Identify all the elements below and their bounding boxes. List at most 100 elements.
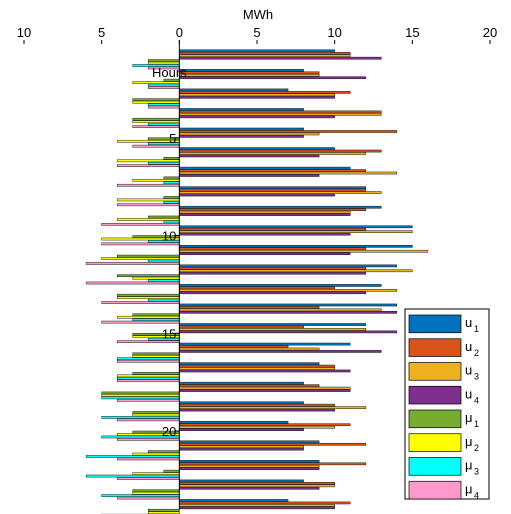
bar	[179, 286, 335, 290]
bar	[179, 350, 382, 353]
bar	[132, 98, 180, 102]
bar	[116, 218, 180, 221]
bar	[179, 95, 335, 99]
bar	[85, 455, 180, 458]
bar	[179, 347, 320, 351]
bar	[179, 330, 398, 334]
bar	[179, 110, 382, 114]
bar	[116, 418, 180, 422]
legend-label-subscript: 4	[474, 395, 479, 405]
x-axis-label: MWh	[243, 7, 273, 22]
bar	[179, 132, 320, 136]
bar	[148, 105, 180, 109]
bar	[179, 227, 366, 231]
bar	[101, 391, 180, 395]
bar	[179, 345, 289, 348]
legend-label-subscript: 2	[474, 443, 479, 453]
bar	[148, 511, 180, 514]
legend-label-subscript: 4	[474, 490, 479, 500]
bar	[179, 401, 304, 405]
bar	[179, 267, 366, 270]
bar	[163, 181, 180, 185]
bar	[163, 201, 180, 204]
bar	[179, 386, 351, 390]
bar	[132, 120, 180, 124]
x-tick-label: 15	[405, 25, 419, 40]
bar	[132, 318, 180, 321]
bar	[179, 482, 335, 485]
bar	[179, 504, 335, 507]
bar	[179, 440, 320, 444]
bar	[179, 113, 382, 116]
bar	[116, 359, 180, 363]
bar	[179, 499, 289, 502]
bar	[179, 367, 335, 370]
bar	[116, 164, 180, 168]
bar	[101, 223, 180, 226]
bar	[179, 323, 366, 326]
bar	[101, 494, 180, 497]
bar	[148, 59, 180, 62]
bar	[163, 157, 180, 160]
x-tick-label: 10	[17, 25, 31, 40]
x-tick-label: 0	[176, 25, 183, 40]
bar	[101, 416, 180, 419]
bar	[116, 376, 180, 380]
bar	[179, 210, 351, 214]
x-tick-label: 5	[253, 25, 260, 40]
bar	[148, 122, 180, 126]
bar	[179, 479, 304, 483]
x-tick-label: 5	[98, 25, 105, 40]
bar	[179, 289, 398, 292]
legend-swatch	[408, 362, 462, 381]
bar	[179, 108, 304, 111]
bar	[179, 384, 320, 387]
bar	[179, 389, 351, 392]
bar	[179, 364, 335, 368]
legend: u 1u 2u 3u 4μ 1μ 2μ 3μ 4	[404, 308, 490, 500]
bar	[116, 315, 180, 319]
bar	[179, 71, 320, 75]
bar	[101, 320, 180, 324]
bar	[132, 276, 180, 280]
bar	[179, 166, 351, 170]
bar	[179, 271, 366, 275]
bar	[179, 269, 413, 273]
bar	[148, 508, 180, 512]
bar	[179, 428, 304, 431]
bar	[179, 49, 335, 53]
bar	[179, 460, 320, 463]
y-tick-label: 5	[169, 131, 176, 146]
bar	[179, 230, 413, 234]
bar	[132, 489, 180, 493]
bar	[116, 357, 180, 361]
bar	[179, 306, 320, 309]
x-tick-label: 20	[483, 25, 497, 40]
bar	[179, 232, 351, 236]
bar	[179, 152, 366, 155]
bar	[132, 81, 180, 84]
bar	[179, 328, 366, 331]
bar	[179, 447, 304, 451]
bar	[132, 352, 180, 356]
bar	[163, 196, 180, 199]
legend-label-subscript: 1	[474, 324, 479, 334]
bar	[179, 291, 366, 295]
bar	[85, 474, 180, 478]
bar	[179, 445, 304, 449]
bar	[179, 501, 351, 505]
bar	[179, 169, 366, 172]
bar	[179, 423, 351, 427]
bar	[179, 135, 304, 138]
bar	[179, 147, 335, 150]
bar	[132, 372, 180, 375]
legend-swatch	[408, 338, 462, 357]
bar	[179, 115, 335, 119]
bar	[179, 130, 398, 133]
bar	[132, 179, 180, 182]
bar	[179, 252, 351, 255]
bar	[132, 452, 180, 456]
bar	[179, 284, 382, 287]
bar	[179, 369, 351, 373]
bar	[179, 171, 398, 175]
